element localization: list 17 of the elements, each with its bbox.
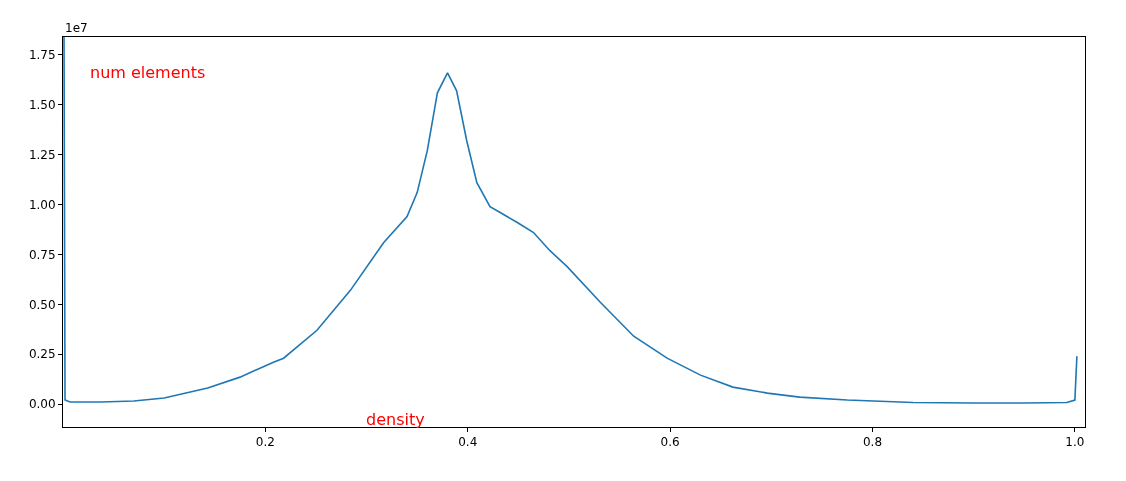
y-tick-label: 0.50 — [28, 297, 56, 312]
x-tick-label: 0.4 — [458, 435, 478, 450]
line-series — [63, 37, 1078, 404]
x-tick-label: 0.2 — [255, 435, 275, 450]
y-tick-label: 1.50 — [28, 98, 56, 113]
y-tick-label: 0.25 — [28, 347, 56, 362]
y-tick-label: 0.75 — [28, 247, 56, 262]
x-tick-label: 0.6 — [660, 435, 680, 450]
x-tick-label: 0.8 — [862, 435, 883, 450]
text: 1e7 — [65, 21, 88, 35]
x-tick-label: 1.0 — [1065, 435, 1085, 450]
annotation: num elements — [90, 63, 206, 82]
annotation: density — [366, 410, 425, 429]
y-tick-label: 1.25 — [28, 147, 56, 162]
y-tick-label: 1.75 — [28, 48, 56, 63]
y-tick-label: 1.00 — [28, 197, 56, 212]
y-tick-label: 0.00 — [28, 397, 56, 412]
